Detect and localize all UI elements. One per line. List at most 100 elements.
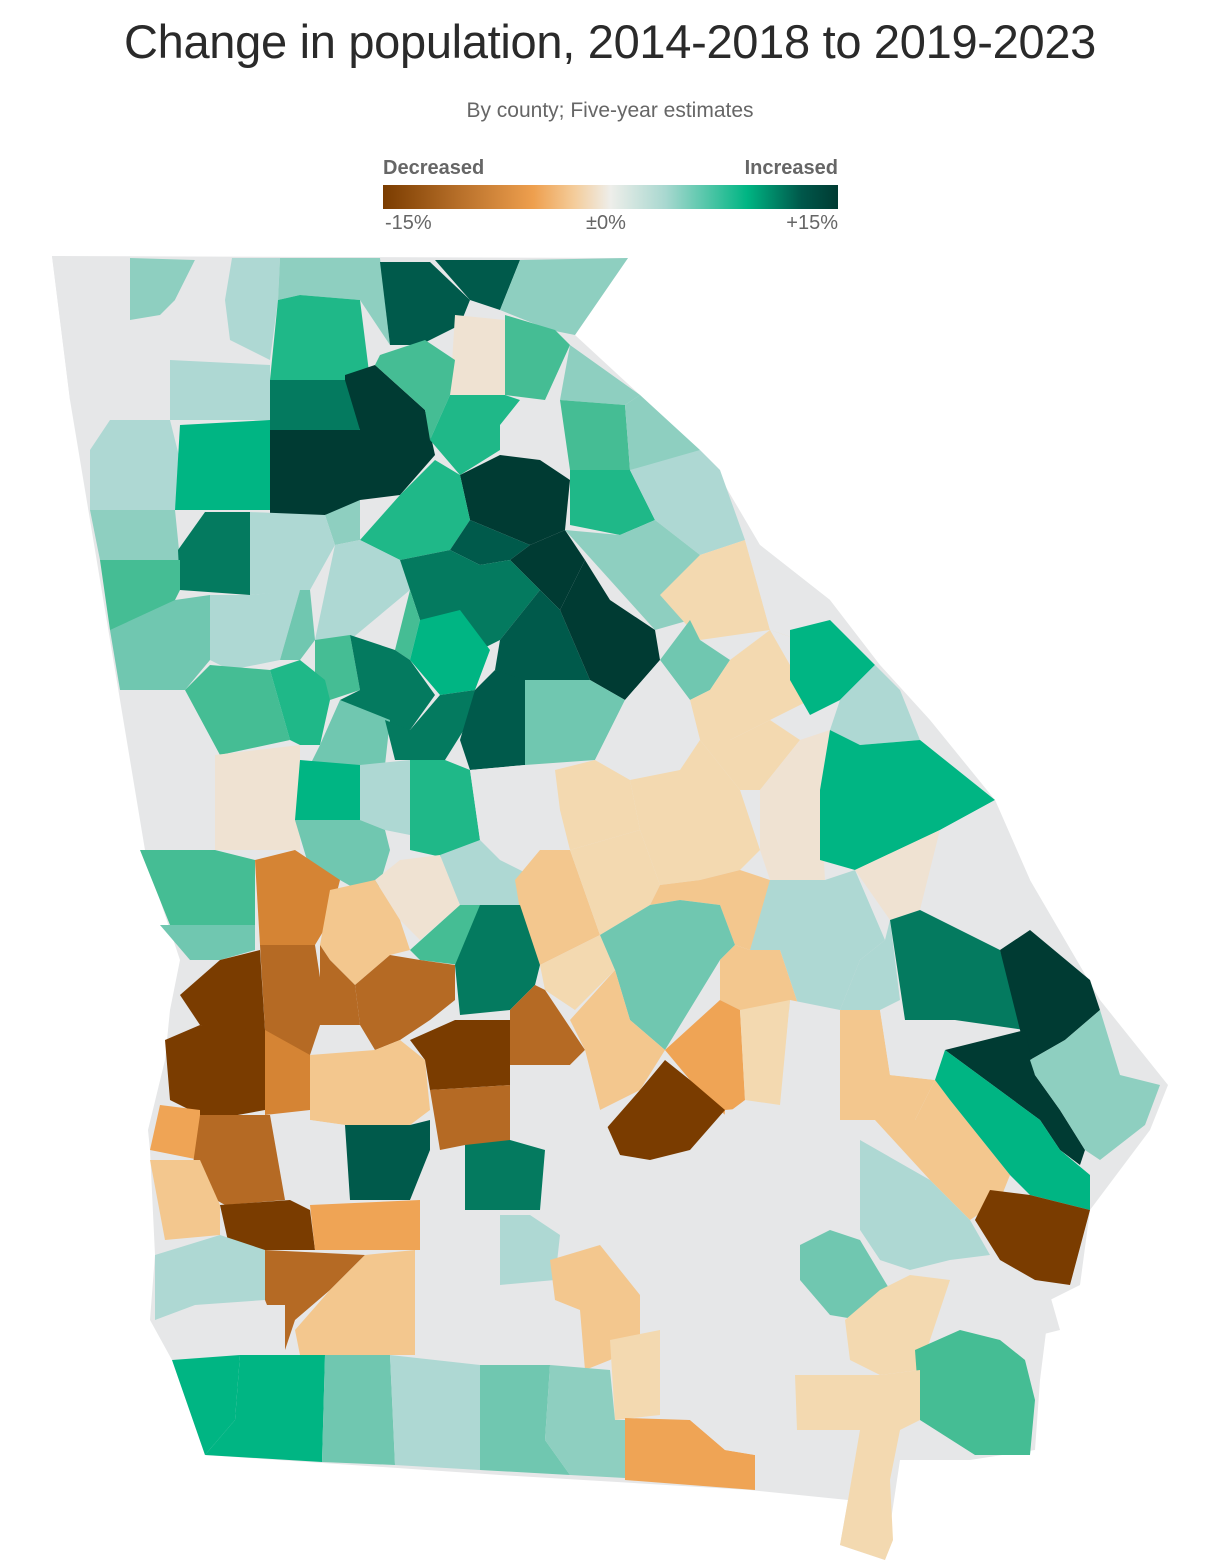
county (915, 1330, 1035, 1455)
county (745, 540, 830, 640)
county (830, 665, 920, 745)
county (150, 1105, 200, 1160)
county (625, 395, 700, 470)
county (840, 1430, 900, 1560)
county (650, 870, 785, 950)
county (360, 760, 410, 835)
legend-increased-label: Increased (744, 157, 838, 179)
county (640, 1150, 790, 1260)
county (510, 530, 585, 610)
county (150, 1160, 220, 1240)
county (605, 1060, 725, 1160)
county (310, 700, 390, 765)
county (570, 970, 665, 1110)
county (545, 1365, 640, 1478)
county (720, 945, 800, 1010)
county (750, 870, 885, 1010)
county (460, 455, 570, 545)
county (140, 850, 255, 925)
county (315, 540, 410, 640)
map-title: Change in population, 2014-2018 to 2019-… (123, 15, 1096, 68)
county (700, 720, 800, 790)
county (315, 635, 360, 700)
county (355, 955, 455, 1050)
county (780, 1000, 840, 1120)
county (278, 258, 390, 345)
county (270, 295, 370, 380)
county (630, 740, 760, 885)
county (545, 1110, 640, 1215)
county (90, 510, 180, 560)
county (560, 1200, 660, 1265)
county (322, 1355, 395, 1465)
county (800, 920, 900, 1010)
county (435, 260, 520, 310)
county (855, 830, 940, 920)
county (570, 470, 655, 535)
county (560, 345, 640, 405)
county (385, 690, 475, 760)
county (665, 1000, 745, 1115)
county (840, 1010, 935, 1120)
county (172, 1355, 240, 1455)
county (760, 730, 830, 880)
county (275, 1115, 350, 1200)
county (390, 1355, 480, 1470)
county (270, 430, 360, 515)
county (515, 850, 600, 965)
county (920, 800, 1030, 950)
county (320, 880, 410, 985)
county (178, 512, 250, 595)
legend-tick-low: -15% (385, 212, 432, 234)
county (310, 1200, 420, 1250)
county (500, 1215, 560, 1285)
county (510, 985, 585, 1065)
county (720, 1105, 860, 1200)
county (310, 1040, 430, 1125)
county (270, 380, 360, 430)
county (130, 258, 195, 320)
county (455, 905, 540, 1015)
county (325, 500, 360, 545)
county (525, 680, 625, 765)
county (140, 760, 215, 850)
county (540, 935, 615, 1010)
county (255, 850, 340, 945)
legend-tick-mid: ±0% (586, 212, 626, 234)
county (975, 1190, 1090, 1285)
county (450, 315, 505, 395)
county (440, 840, 540, 905)
county (380, 262, 470, 345)
county (625, 1418, 755, 1490)
county (860, 1140, 990, 1270)
county (170, 360, 270, 420)
county (795, 1370, 920, 1430)
county (410, 1020, 510, 1090)
county (340, 635, 435, 730)
color-legend: Decreased Increased -15% ±0% +15% (383, 157, 838, 237)
county (790, 620, 875, 715)
county (660, 620, 730, 700)
county (460, 670, 525, 770)
county (1030, 1010, 1160, 1160)
county (90, 420, 180, 510)
county (500, 258, 628, 335)
county (660, 540, 770, 640)
county (500, 400, 570, 470)
county (295, 820, 390, 900)
legend-tick-high: +15% (786, 212, 838, 234)
county (250, 512, 335, 595)
county (430, 1085, 510, 1150)
county (465, 1140, 545, 1210)
county (210, 590, 300, 670)
county (410, 760, 480, 860)
county (160, 925, 255, 960)
county (740, 1000, 790, 1105)
county (570, 830, 660, 935)
county (450, 520, 530, 565)
county (215, 745, 300, 850)
county (225, 258, 280, 360)
county (52, 256, 130, 400)
county (295, 1250, 415, 1355)
